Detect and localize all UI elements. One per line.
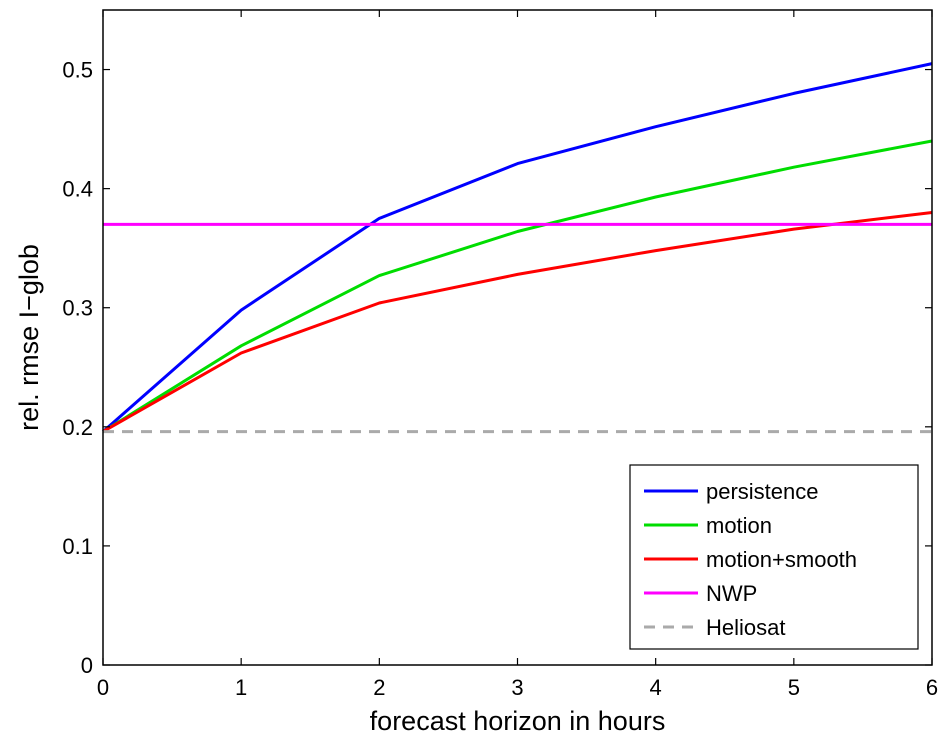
series-line-motion bbox=[102, 139, 933, 433]
y-axis-label: rel. rmse I−glob bbox=[14, 244, 44, 431]
series-line-motion-smooth bbox=[102, 211, 933, 433]
legend: persistence motion motion+smooth NWP Heliosa… bbox=[629, 464, 919, 650]
legend-label: motion+smooth bbox=[706, 547, 857, 572]
legend-label: motion bbox=[706, 513, 772, 538]
series-layer bbox=[102, 62, 933, 434]
y-tick-label: 0.3 bbox=[62, 296, 93, 321]
legend-label: persistence bbox=[706, 479, 819, 504]
legend-label: NWP bbox=[706, 581, 757, 606]
legend-label: Heliosat bbox=[706, 615, 785, 640]
y-tick-label: 0.5 bbox=[62, 58, 93, 83]
x-tick-label: 3 bbox=[511, 675, 523, 700]
x-axis-label: forecast horizon in hours bbox=[370, 706, 666, 736]
ticks-layer: 0 1 2 3 4 5 6 0 0.1 0.2 0.3 0.4 0.5 bbox=[62, 10, 938, 700]
y-tick-label: 0.1 bbox=[62, 534, 93, 559]
y-tick-label: 0.4 bbox=[62, 177, 93, 202]
y-tick-label: 0 bbox=[81, 653, 93, 678]
y-tick-label: 0.2 bbox=[62, 415, 93, 440]
x-tick-label: 1 bbox=[235, 675, 247, 700]
x-tick-label: 2 bbox=[373, 675, 385, 700]
legend-box bbox=[629, 464, 919, 650]
x-tick-label: 0 bbox=[97, 675, 109, 700]
series-line-persistence bbox=[102, 62, 933, 433]
x-tick-label: 4 bbox=[650, 675, 662, 700]
x-tick-label: 6 bbox=[926, 675, 938, 700]
x-tick-label: 5 bbox=[788, 675, 800, 700]
